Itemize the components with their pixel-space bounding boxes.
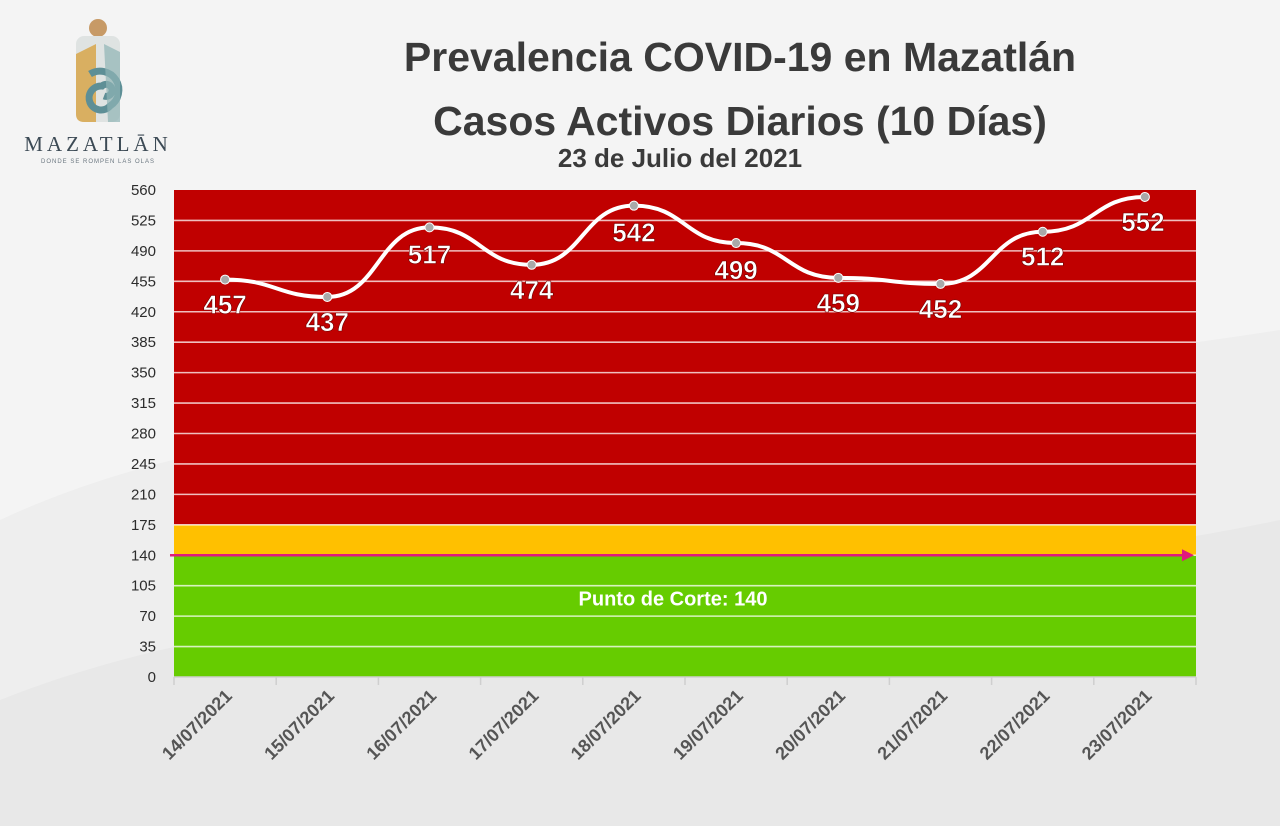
data-point bbox=[1037, 226, 1048, 237]
x-tick-label: 17/07/2021 bbox=[465, 686, 543, 764]
data-label: 542 bbox=[612, 218, 655, 248]
cutoff-label: Punto de Corte: 140 bbox=[579, 589, 768, 611]
data-point bbox=[731, 238, 742, 249]
data-point bbox=[322, 291, 333, 302]
chart-title: Prevalencia COVID-19 en Mazatlán bbox=[403, 34, 1077, 80]
y-tick-label: 70 bbox=[139, 608, 156, 625]
zone-red bbox=[174, 190, 1196, 525]
y-tick-label: 455 bbox=[131, 273, 156, 290]
data-point bbox=[1139, 191, 1150, 202]
logo-wordmark: MAZATLĀN bbox=[24, 132, 172, 156]
data-label: 452 bbox=[919, 294, 962, 324]
x-tick-label: 14/07/2021 bbox=[158, 686, 236, 764]
data-point bbox=[220, 274, 231, 285]
y-tick-label: 140 bbox=[131, 547, 156, 564]
chart-date: 23 de Julio del 2021 bbox=[557, 143, 803, 173]
data-label: 474 bbox=[510, 275, 554, 305]
data-point bbox=[628, 200, 639, 211]
x-tick-label: 22/07/2021 bbox=[976, 686, 1054, 764]
data-label: 457 bbox=[203, 290, 246, 320]
data-label: 499 bbox=[714, 255, 757, 285]
series-line bbox=[225, 194, 1145, 299]
y-tick-label: 350 bbox=[131, 365, 156, 382]
x-tick-label: 20/07/2021 bbox=[771, 686, 849, 764]
logo-tagline: DONDE SE ROMPEN LAS OLAS bbox=[40, 159, 156, 165]
y-tick-label: 315 bbox=[131, 395, 156, 412]
data-point bbox=[935, 278, 946, 289]
x-tick-label: 15/07/2021 bbox=[260, 686, 338, 764]
data-label: 552 bbox=[1121, 207, 1164, 237]
y-tick-label: 35 bbox=[139, 639, 156, 656]
y-tick-label: 0 bbox=[148, 669, 156, 686]
y-tick-label: 175 bbox=[131, 517, 156, 534]
zone-orange bbox=[174, 524, 1196, 556]
mazatlan-emblem-icon bbox=[76, 19, 123, 122]
y-tick-label: 525 bbox=[131, 212, 156, 229]
x-tick-label: 19/07/2021 bbox=[669, 686, 747, 764]
data-label: 459 bbox=[817, 288, 860, 318]
y-tick-label: 105 bbox=[131, 578, 156, 595]
mazatlan-logo: MAZATLĀN DONDE SE ROMPEN LAS OLAS bbox=[18, 14, 178, 174]
data-point bbox=[833, 272, 844, 283]
x-tick-label: 18/07/2021 bbox=[567, 686, 645, 764]
cutoff-arrow-icon bbox=[1182, 549, 1194, 562]
data-point bbox=[526, 259, 537, 270]
data-label: 512 bbox=[1021, 242, 1064, 272]
y-tick-label: 210 bbox=[131, 486, 156, 503]
chart-subtitle: Casos Activos Diarios (10 Días) bbox=[433, 98, 1047, 144]
x-tick-label: 21/07/2021 bbox=[873, 686, 951, 764]
y-tick-label: 245 bbox=[131, 456, 156, 473]
data-point bbox=[424, 222, 435, 233]
y-tick-label: 385 bbox=[131, 334, 156, 351]
y-tick-label: 560 bbox=[131, 182, 156, 199]
data-label: 517 bbox=[408, 239, 451, 269]
x-tick-label: 23/07/2021 bbox=[1078, 686, 1156, 764]
y-tick-label: 420 bbox=[131, 304, 156, 321]
y-tick-label: 490 bbox=[131, 243, 156, 260]
data-label: 437 bbox=[306, 307, 349, 337]
x-tick-label: 16/07/2021 bbox=[362, 686, 440, 764]
y-tick-label: 280 bbox=[131, 426, 156, 443]
